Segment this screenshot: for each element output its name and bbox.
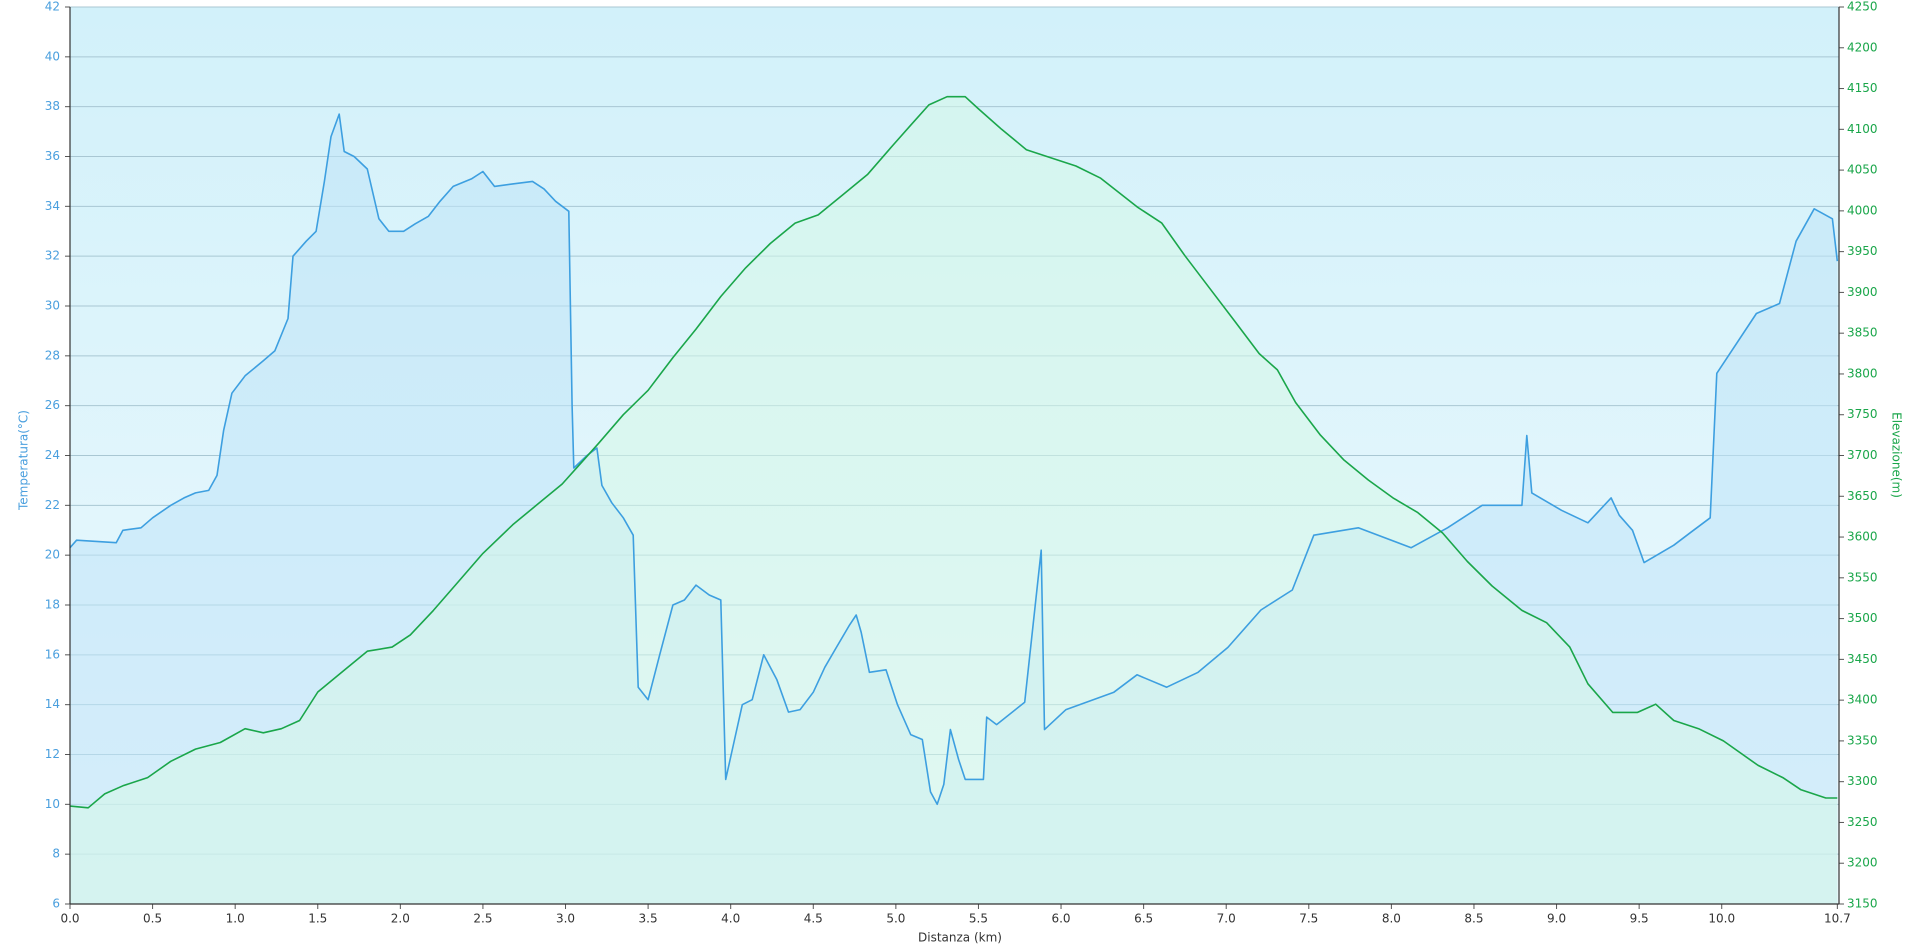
axes: 6 8 10 12 14 16 18 20 22 24 26 28 30 32 34 36 38 40 42 3150…	[45, 0, 1878, 926]
y2-tick-label: 4000	[1847, 203, 1878, 217]
y2-tick-label: 4150	[1847, 81, 1878, 95]
x-tick-label: 2.0	[391, 912, 410, 926]
y-tick-label: 12	[45, 747, 60, 761]
x-tick-label: 3.0	[556, 912, 575, 926]
x-tick-label: 6.5	[1134, 912, 1153, 926]
x-tick-label: 0.0	[60, 912, 79, 926]
y-tick-label: 34	[45, 199, 60, 213]
y2-tick-label: 3400	[1847, 693, 1878, 707]
x-tick-label: 9.5	[1630, 912, 1649, 926]
lines	[69, 95, 1839, 809]
y2-tick-label: 3650	[1847, 489, 1878, 503]
y2-tick-label: 4100	[1847, 122, 1878, 136]
y-tick-label: 32	[45, 249, 60, 263]
y-axis-title: Temperatura(°C)	[17, 410, 31, 511]
y-tick-label: 14	[45, 697, 60, 711]
y2-axis-title: Elevazione(m)	[1890, 412, 1904, 498]
x-tick-label: 8.5	[1464, 912, 1483, 926]
x-axis-title: Distanza (km)	[918, 931, 1002, 945]
y2-tick-label: 3450	[1847, 652, 1878, 666]
x-tick-label: 10.7	[1824, 912, 1851, 926]
y-tick-label: 18	[45, 598, 60, 612]
x-tick-label: 4.0	[721, 912, 740, 926]
y2-tick-label: 3950	[1847, 244, 1878, 258]
line	[69, 95, 1838, 809]
y2-tick-label: 3850	[1847, 326, 1878, 340]
x-tick-label: 4.5	[804, 912, 823, 926]
y2-tick-label: 3750	[1847, 407, 1878, 421]
y2-tick-label: 4200	[1847, 40, 1878, 54]
x-tick-label: 10.0	[1708, 912, 1735, 926]
y2-tick-label: 3500	[1847, 611, 1878, 625]
area	[70, 96, 1838, 904]
areas	[70, 96, 1838, 905]
x-tick-label: 7.0	[1217, 912, 1236, 926]
y2-tick-label: 3150	[1847, 897, 1878, 911]
x-tick-label: 1.5	[308, 912, 327, 926]
y-tick-label: 8	[52, 847, 60, 861]
y-tick-label: 26	[45, 398, 60, 412]
y-tick-label: 40	[45, 49, 60, 63]
y-tick-label: 38	[45, 99, 60, 113]
y2-tick-label: 3350	[1847, 733, 1878, 747]
y-tick-label: 10	[45, 797, 60, 811]
x-tick-label: 3.5	[639, 912, 658, 926]
y2-tick-label: 3200	[1847, 856, 1878, 870]
y-tick-label: 30	[45, 299, 60, 313]
x-tick-label: 7.5	[1299, 912, 1318, 926]
y-tick-label: 36	[45, 149, 60, 163]
y2-tick-label: 3700	[1847, 448, 1878, 462]
x-tick-label: 9.0	[1547, 912, 1566, 926]
x-tick-label: 5.5	[969, 912, 988, 926]
line	[69, 113, 1839, 806]
x-tick-label: 8.0	[1382, 912, 1401, 926]
y2-tick-label: 3600	[1847, 530, 1878, 544]
y2-tick-label: 4050	[1847, 163, 1878, 177]
y-tick-label: 20	[45, 548, 60, 562]
x-tick-label: 6.0	[1051, 912, 1070, 926]
y2-tick-label: 3250	[1847, 815, 1878, 829]
x-tick-label: 0.5	[143, 912, 162, 926]
y-tick-label: 6	[52, 897, 60, 911]
y-tick-label: 22	[45, 498, 60, 512]
y-tick-label: 24	[45, 448, 60, 462]
y-tick-label: 28	[45, 348, 60, 362]
y-tick-label: 42	[45, 0, 60, 14]
y2-tick-label: 3300	[1847, 774, 1878, 788]
x-tick-label: 2.5	[473, 912, 492, 926]
x-tick-label: 5.0	[886, 912, 905, 926]
y-tick-label: 16	[45, 647, 60, 661]
x-tick-label: 1.0	[226, 912, 245, 926]
y2-tick-label: 3900	[1847, 285, 1878, 299]
y2-tick-label: 3550	[1847, 570, 1878, 584]
y2-tick-label: 3800	[1847, 366, 1878, 380]
y2-tick-label: 4250	[1847, 0, 1878, 14]
